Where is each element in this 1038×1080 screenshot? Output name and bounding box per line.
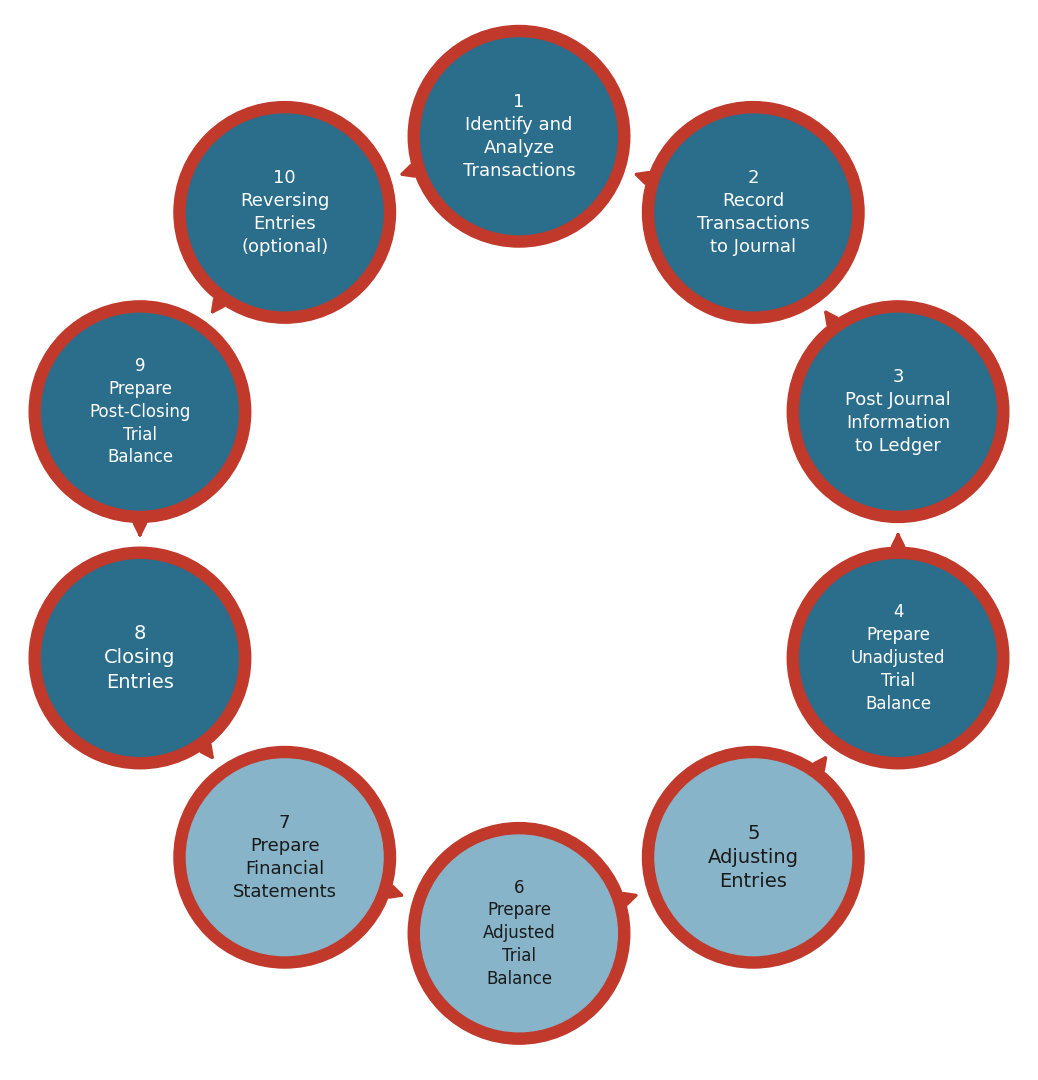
Circle shape	[655, 759, 851, 956]
Text: 3
Post Journal
Information
to Ledger: 3 Post Journal Information to Ledger	[845, 368, 951, 455]
Text: 7
Prepare
Financial
Statements: 7 Prepare Financial Statements	[233, 814, 336, 901]
Text: 9
Prepare
Post-Closing
Trial
Balance: 9 Prepare Post-Closing Trial Balance	[89, 356, 191, 467]
Circle shape	[655, 114, 851, 311]
Circle shape	[787, 301, 1009, 523]
Circle shape	[174, 746, 395, 968]
FancyArrowPatch shape	[403, 165, 414, 176]
FancyArrowPatch shape	[213, 299, 223, 312]
Text: 4
Prepare
Unadjusted
Trial
Balance: 4 Prepare Unadjusted Trial Balance	[851, 604, 946, 713]
Circle shape	[29, 301, 251, 523]
Circle shape	[799, 559, 996, 756]
Circle shape	[42, 313, 239, 510]
Circle shape	[799, 313, 996, 510]
FancyArrowPatch shape	[893, 536, 904, 546]
Text: 8
Closing
Entries: 8 Closing Entries	[104, 624, 175, 691]
Circle shape	[420, 835, 618, 1031]
FancyArrowPatch shape	[636, 173, 649, 184]
Circle shape	[408, 823, 630, 1044]
Text: 2
Record
Transactions
to Journal: 2 Record Transactions to Journal	[696, 170, 810, 256]
FancyArrowPatch shape	[826, 312, 837, 325]
Circle shape	[787, 548, 1009, 769]
Circle shape	[420, 38, 618, 234]
Circle shape	[408, 26, 630, 247]
Circle shape	[174, 102, 395, 323]
Circle shape	[29, 548, 251, 769]
Circle shape	[187, 759, 383, 956]
Circle shape	[42, 559, 239, 756]
FancyArrowPatch shape	[815, 758, 825, 770]
FancyArrowPatch shape	[134, 524, 145, 535]
Text: 5
Adjusting
Entries: 5 Adjusting Entries	[708, 824, 799, 891]
Circle shape	[643, 102, 864, 323]
FancyArrowPatch shape	[389, 887, 402, 897]
Text: 10
Reversing
Entries
(optional): 10 Reversing Entries (optional)	[240, 170, 329, 256]
Circle shape	[643, 746, 864, 968]
Circle shape	[187, 114, 383, 311]
Text: 1
Identify and
Analyze
Transactions: 1 Identify and Analyze Transactions	[463, 93, 575, 179]
FancyArrowPatch shape	[624, 893, 635, 904]
Text: 6
Prepare
Adjusted
Trial
Balance: 6 Prepare Adjusted Trial Balance	[483, 879, 555, 988]
FancyArrowPatch shape	[201, 745, 212, 757]
